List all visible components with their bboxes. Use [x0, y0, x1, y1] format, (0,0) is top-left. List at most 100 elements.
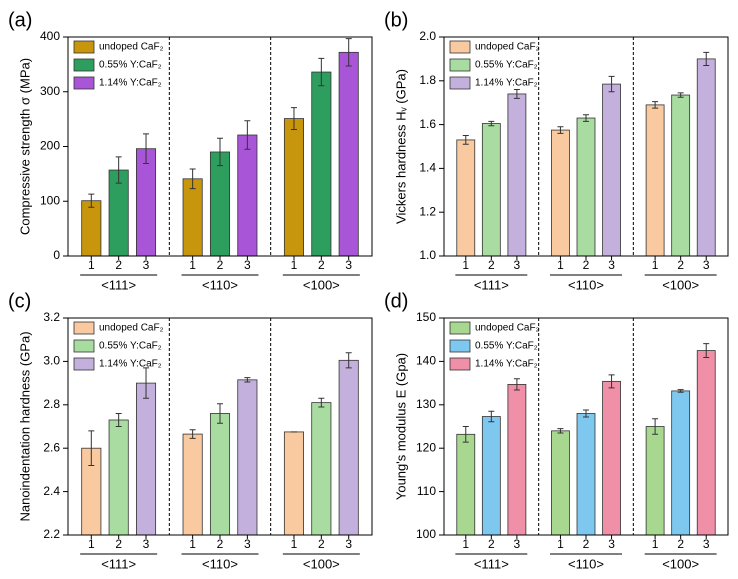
error-bar — [244, 120, 251, 150]
legend-label: undoped CaF₂ — [99, 42, 164, 53]
x-tick-label: 2 — [115, 258, 122, 272]
x-tick-label: 2 — [318, 258, 325, 272]
bar — [551, 129, 570, 257]
y-tick-label: 0 — [53, 248, 60, 262]
bar — [507, 93, 527, 257]
y-tick-label: 2.6 — [43, 440, 60, 454]
bar — [576, 117, 596, 257]
x-tick-label: 1 — [291, 258, 298, 272]
error-bar — [88, 193, 95, 208]
legend-swatch — [73, 339, 95, 353]
x-tick-label: 2 — [217, 537, 224, 551]
x-tick-label: 1 — [291, 537, 298, 551]
bar — [338, 51, 359, 257]
x-tick-label: 1 — [652, 537, 659, 551]
group-label: <100> — [303, 277, 340, 292]
bar — [311, 71, 332, 257]
x-tick-label: 2 — [583, 258, 590, 272]
bar — [237, 134, 258, 257]
legend-label: 0.55% Y:CaF₂ — [99, 60, 162, 71]
bar — [551, 430, 570, 536]
x-tick-label: 1 — [652, 258, 659, 272]
x-tick-label: 3 — [514, 537, 521, 551]
error-bar — [608, 75, 615, 93]
legend-swatch — [449, 339, 471, 353]
error-bar — [189, 168, 196, 190]
error-bar — [583, 409, 589, 418]
panel-label: (c) — [8, 290, 31, 312]
x-tick-label: 2 — [217, 258, 224, 272]
error-bar — [513, 89, 520, 99]
y-tick-label: 130 — [416, 397, 436, 411]
y-axis-label: Nanoindentation hardness (GPa) — [17, 331, 32, 521]
y-tick-label: 2.2 — [43, 527, 60, 541]
plot-frame — [443, 36, 729, 257]
x-tick-label: 2 — [583, 537, 590, 551]
x-tick-label: 3 — [703, 258, 710, 272]
group-label: <111> — [474, 556, 509, 571]
legend-label: 1.14% Y:CaF₂ — [475, 359, 538, 370]
y-tick-label: 100 — [416, 527, 436, 541]
x-tick-label: 3 — [703, 537, 710, 551]
x-tick-label: 3 — [514, 258, 521, 272]
group-label: <111> — [474, 277, 509, 292]
bar — [338, 359, 359, 536]
legend-swatch — [73, 58, 95, 72]
y-tick-label: 150 — [416, 310, 436, 324]
y-tick-label: 200 — [40, 139, 60, 153]
y-axis-label: Compressive strength σ (MPa) — [17, 58, 32, 235]
error-bar — [244, 377, 251, 383]
x-tick-label: 3 — [244, 537, 251, 551]
panel-label: (b) — [384, 9, 408, 31]
error-bar — [488, 410, 495, 423]
bar — [81, 200, 102, 257]
x-tick-label: 3 — [345, 537, 352, 551]
error-bar — [652, 418, 659, 435]
error-bar — [488, 120, 495, 127]
legend-swatch — [449, 40, 471, 54]
bar — [182, 433, 203, 536]
x-tick-label: 2 — [488, 258, 495, 272]
x-tick-label: 1 — [189, 258, 196, 272]
bar — [645, 426, 665, 536]
error-bar — [652, 101, 659, 109]
bar — [108, 419, 129, 536]
plot-frame — [443, 317, 729, 536]
y-tick-label: 100 — [40, 193, 60, 207]
group-label: <100> — [662, 556, 699, 571]
error-bar — [189, 429, 196, 439]
group-label: <110> — [568, 556, 604, 571]
plot-frame — [67, 317, 373, 536]
bar — [507, 384, 527, 536]
bar — [481, 416, 501, 536]
legend-label: 1.14% Y:CaF₂ — [99, 359, 162, 370]
bar — [209, 413, 231, 536]
error-bar — [557, 428, 564, 434]
bar — [311, 402, 332, 536]
y-tick-label: 1.0 — [419, 248, 436, 262]
bar — [283, 118, 305, 257]
error-bar — [703, 343, 710, 358]
error-bar — [345, 352, 352, 369]
legend-label: 1.14% Y:CaF₂ — [99, 78, 162, 89]
bar — [602, 380, 621, 536]
x-tick-label: 1 — [557, 258, 564, 272]
error-bar — [88, 430, 95, 467]
bar — [576, 413, 596, 536]
legend-swatch — [449, 76, 471, 90]
legend-swatch — [73, 76, 95, 90]
x-tick-label: 1 — [557, 537, 564, 551]
y-tick-label: 1.4 — [419, 161, 436, 175]
bar — [182, 178, 203, 257]
x-tick-label: 3 — [345, 258, 352, 272]
y-axis-label: Vickers hardness Hᵥ (GPa) — [393, 69, 408, 224]
group-label: <110> — [202, 277, 238, 292]
error-bar — [217, 403, 223, 424]
legend-swatch — [449, 58, 471, 72]
x-tick-label: 3 — [143, 537, 150, 551]
legend-swatch — [73, 321, 95, 335]
y-tick-label: 110 — [417, 484, 436, 498]
bar — [456, 139, 476, 257]
legend-label: undoped CaF₂ — [99, 323, 164, 334]
